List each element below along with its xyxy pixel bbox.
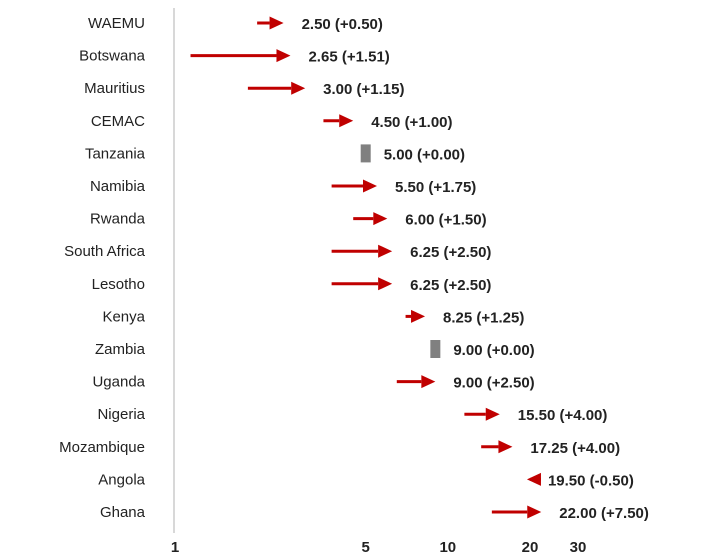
x-tick-label: 30 <box>570 539 587 556</box>
category-label: WAEMU <box>88 15 145 32</box>
chart-row: CEMAC 4.50 (+1.00) <box>91 113 453 131</box>
category-label: Nigeria <box>97 406 145 423</box>
chart-row: Namibia 5.50 (+1.75) <box>90 178 476 196</box>
category-label: Ghana <box>100 504 146 521</box>
x-tick-label: 20 <box>522 539 539 556</box>
chart-row: Angola 19.50 (-0.50) <box>98 471 634 489</box>
category-label: Lesotho <box>92 276 145 293</box>
value-label: 22.00 (+7.50) <box>559 505 649 522</box>
change-arrow-head <box>276 49 291 63</box>
chart-row: WAEMU 2.50 (+0.50) <box>88 15 383 33</box>
value-label: 4.50 (+1.00) <box>371 114 452 131</box>
value-label: 9.00 (+0.00) <box>453 342 534 359</box>
change-arrow-head <box>527 505 542 519</box>
change-arrow-head <box>378 244 393 258</box>
chart-rows: WAEMU 2.50 (+0.50) Botswana 2.65 (+1.51) Mau… <box>59 15 649 522</box>
value-label: 6.00 (+1.50) <box>405 212 486 229</box>
change-arrow-head <box>339 114 354 128</box>
chart-row: Mozambique 17.25 (+4.00) <box>59 439 620 457</box>
category-label: Tanzania <box>85 145 146 162</box>
change-arrow-head <box>526 472 541 486</box>
chart-row: Uganda 9.00 (+2.50) <box>92 374 534 392</box>
chart-row: Rwanda 6.00 (+1.50) <box>90 211 487 229</box>
x-tick-label: 5 <box>362 539 370 556</box>
chart-row: Nigeria 15.50 (+4.00) <box>97 406 607 424</box>
unchanged-marker <box>430 340 441 358</box>
x-axis-ticks: 1 5 10 20 30 <box>171 539 587 556</box>
change-arrow-head <box>269 16 284 30</box>
category-label: Namibia <box>90 178 146 195</box>
category-label: Angola <box>98 471 145 488</box>
x-tick-label: 1 <box>171 539 179 556</box>
value-label: 19.50 (-0.50) <box>548 472 634 489</box>
category-label: Rwanda <box>90 211 146 228</box>
category-label: Botswana <box>79 48 146 65</box>
value-label: 15.50 (+4.00) <box>518 407 608 424</box>
change-arrow-head <box>421 375 436 389</box>
category-label: Kenya <box>102 308 145 325</box>
category-label: CEMAC <box>91 113 145 130</box>
chart-row: Tanzania 5.00 (+0.00) <box>85 144 465 163</box>
category-label: Uganda <box>92 374 145 391</box>
change-arrow-head <box>362 179 377 193</box>
value-label: 8.25 (+1.25) <box>443 309 524 326</box>
chart-row: Mauritius 3.00 (+1.15) <box>84 80 404 98</box>
chart-row: Kenya 8.25 (+1.25) <box>102 308 524 326</box>
category-label: Zambia <box>95 341 146 358</box>
value-label: 5.00 (+0.00) <box>384 146 465 163</box>
chart-row: Ghana 22.00 (+7.50) <box>100 504 649 522</box>
change-arrow-head <box>411 309 426 323</box>
change-arrow-head <box>485 407 500 421</box>
category-label: South Africa <box>64 243 146 260</box>
chart-row: South Africa 6.25 (+2.50) <box>64 243 491 261</box>
x-tick-label: 10 <box>439 539 456 556</box>
change-arrow-head <box>291 81 306 95</box>
value-label: 6.25 (+2.50) <box>410 277 491 294</box>
chart-row: Zambia 9.00 (+0.00) <box>95 340 535 359</box>
unchanged-marker <box>360 144 371 163</box>
value-label: 2.50 (+0.50) <box>302 16 383 33</box>
change-arrow-head <box>498 440 513 454</box>
value-label: 6.25 (+2.50) <box>410 244 491 261</box>
change-arrow-head <box>378 277 393 291</box>
value-label: 9.00 (+2.50) <box>453 375 534 392</box>
value-label: 5.50 (+1.75) <box>395 179 476 196</box>
chart-row: Lesotho 6.25 (+2.50) <box>92 276 492 294</box>
value-label: 17.25 (+4.00) <box>530 440 620 457</box>
value-label: 2.65 (+1.51) <box>308 49 389 66</box>
category-label: Mauritius <box>84 80 145 97</box>
value-label: 3.00 (+1.15) <box>323 81 404 98</box>
category-label: Mozambique <box>59 439 145 456</box>
change-arrow-head <box>373 212 388 226</box>
chart-row: Botswana 2.65 (+1.51) <box>79 48 390 66</box>
